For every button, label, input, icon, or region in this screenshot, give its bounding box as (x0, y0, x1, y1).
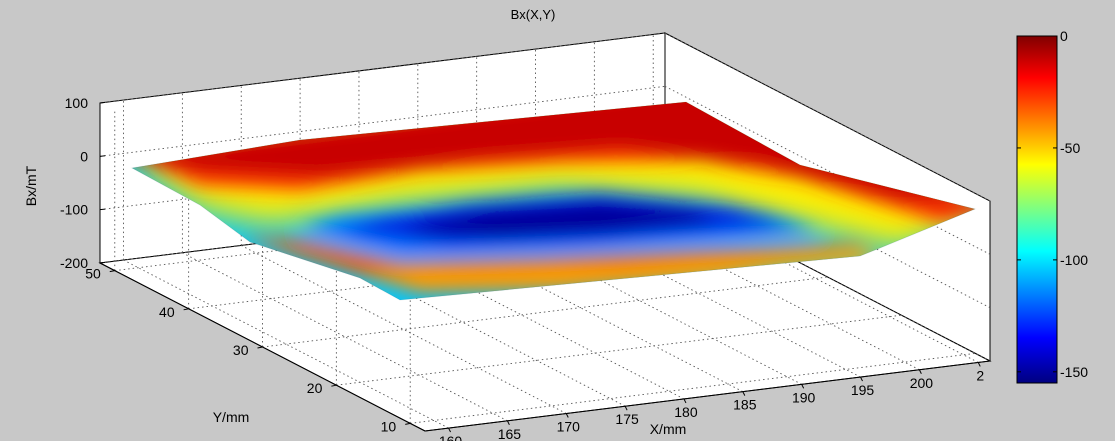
z-tick-label: 0 (80, 148, 88, 164)
x-axis-label: X/mm (650, 421, 687, 437)
colorbar-tick-label: 0 (1060, 28, 1068, 44)
x-tick-mark (860, 376, 863, 382)
colorbar: 0 -50 -100 -150 (1016, 28, 1088, 384)
y-axis-label: Y/mm (213, 409, 250, 425)
y-tick-mark (331, 384, 337, 387)
z-tick-label: 100 (65, 95, 89, 111)
x-tick-mark (448, 427, 451, 433)
grid-line-z (99, 85, 666, 157)
x-tick-label: 170 (557, 419, 581, 435)
colorbar-tick-label: -150 (1060, 364, 1088, 380)
x-tick-mark (683, 398, 687, 404)
grid-line-y (410, 352, 976, 424)
y-tick-label: 30 (233, 342, 249, 358)
x-tick-label: 160 (439, 433, 463, 441)
tick-marks (99, 101, 981, 433)
x-tick-label: 190 (792, 389, 816, 405)
grid-line-y (262, 276, 828, 348)
x-tick-label: 195 (851, 382, 875, 398)
colorbar-tick-label: -100 (1060, 252, 1088, 268)
x-tick-mark (565, 413, 569, 418)
y-tick-label: 40 (159, 304, 175, 320)
x-tick-label: 180 (674, 404, 698, 420)
surface-outline (130, 101, 977, 301)
z-tick-label: -200 (60, 255, 88, 271)
x-tick-mark (977, 362, 981, 367)
y-tick-label: 50 (85, 266, 101, 282)
y-tick-mark (183, 308, 189, 311)
z-tick-label: -100 (60, 202, 88, 218)
x-tick-label: 165 (498, 426, 522, 441)
x-tick-label: 200 (910, 375, 934, 391)
grid-line-z (99, 32, 666, 104)
x-tick-label: 2 (976, 367, 984, 383)
x-tick-label: 185 (733, 397, 757, 413)
x-tick-mark (801, 384, 805, 389)
chart-title: Bx(X,Y) (511, 7, 556, 22)
y-tick-mark (109, 270, 115, 273)
y-tick-label: 10 (381, 418, 397, 434)
y-tick-mark (257, 346, 263, 349)
z-tick-mark (99, 208, 106, 211)
x-tick-mark (624, 405, 628, 411)
y-tick-label: 20 (307, 380, 323, 396)
x-tick-mark (918, 369, 922, 374)
x-tick-mark (506, 420, 510, 426)
colorbar-tick-label: -50 (1060, 140, 1080, 156)
x-tick-mark (742, 391, 746, 396)
z-tick-mark (99, 101, 106, 104)
z-axis-label: Bx/mT (23, 165, 39, 206)
y-tick-mark (405, 422, 411, 425)
tick-labels: 160 165 170 175 180 185 190 195 200 2 10 20 30 40 50 10… (60, 95, 984, 441)
colorbar-ticks: 0 -50 -100 -150 (1017, 28, 1088, 380)
x-tick-label: 175 (615, 411, 639, 427)
grid-line-y (336, 314, 902, 386)
z-tick-mark (99, 261, 106, 264)
z-tick-mark (99, 155, 106, 157)
colorbar-bar (1016, 35, 1058, 384)
